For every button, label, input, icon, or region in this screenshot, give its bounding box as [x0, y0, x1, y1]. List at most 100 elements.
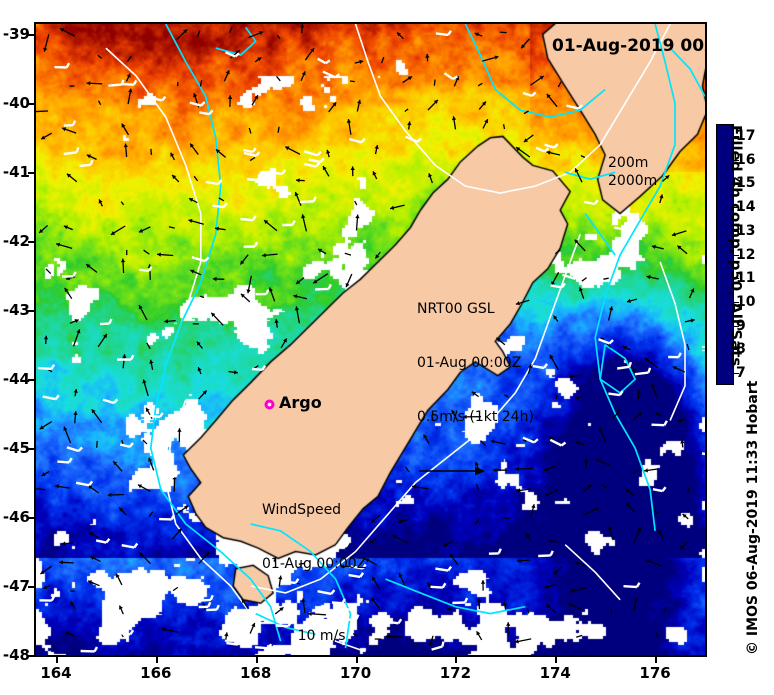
current-vector-arrow	[598, 427, 607, 443]
wind-barb	[248, 552, 264, 559]
wind-barb	[212, 202, 228, 209]
current-vector-arrow	[544, 489, 558, 496]
bathymetry-contour	[255, 612, 316, 636]
wind-barb	[405, 135, 422, 143]
current-vector-arrow	[85, 263, 98, 273]
current-vector-arrow	[544, 584, 556, 589]
current-vector-arrow	[603, 277, 609, 280]
current-vector-arrow	[138, 304, 148, 321]
bathymetry-contour	[594, 24, 676, 532]
current-vector-arrow	[42, 585, 51, 590]
copyright-notice: © IMOS 06-Aug-2019 11:33 Hobart	[745, 380, 761, 655]
wind-barb	[345, 614, 360, 622]
current-vector-arrow	[142, 379, 149, 397]
y-tick--47: -47	[2, 577, 30, 596]
y-tick--48: -48	[2, 646, 30, 664]
current-vector-arrow	[549, 354, 559, 371]
bathymetry-contour	[385, 578, 526, 615]
wind-barb	[198, 601, 212, 609]
wind-barb	[608, 390, 624, 397]
bathymetry-contour	[354, 24, 671, 194]
wind-barb	[206, 604, 220, 612]
current-vector-arrow	[276, 34, 281, 40]
current-vector-arrow	[307, 611, 326, 616]
colorbar-tick-mark	[734, 254, 739, 256]
current-vector-arrow	[576, 634, 583, 638]
current-vector-arrow	[523, 134, 534, 143]
current-vector-arrow	[679, 541, 688, 550]
current-vector-arrow	[138, 226, 151, 233]
argo-marker-icon[interactable]	[264, 399, 275, 410]
current-vector-arrow	[251, 94, 259, 106]
current-vector-arrow	[148, 457, 155, 471]
current-vector-arrow	[229, 26, 233, 33]
current-vector-arrow	[548, 539, 561, 544]
current-vector-arrow	[224, 632, 229, 640]
x-tick-170: 170	[339, 664, 372, 682]
current-vector-arrow	[530, 504, 536, 518]
current-vector-arrow	[350, 166, 355, 177]
wind-barb	[254, 643, 273, 650]
colorbar-title: Filled 4h comp, p50, All Sats	[727, 125, 745, 367]
current-vector-arrow	[411, 484, 429, 490]
current-vector-arrow	[177, 428, 182, 442]
current-vector-arrow	[189, 143, 199, 155]
wind-barb	[119, 442, 134, 448]
y-tick--46: -46	[2, 508, 30, 527]
map-overlay-vectors	[36, 24, 705, 653]
current-vector-arrow	[284, 146, 301, 155]
wind-barb	[452, 597, 469, 605]
current-vector-arrow	[646, 275, 659, 280]
x-tick-mark	[155, 657, 158, 663]
wind-barb	[226, 639, 242, 646]
current-vector-arrow	[263, 219, 278, 232]
map-plot-area[interactable]: 01-Aug-2019 00Z NRT00 GSL 01-Aug 00:00Z …	[34, 22, 707, 657]
current-vector-arrow	[575, 440, 585, 446]
colorbar-tick-mark	[734, 159, 739, 161]
bathymetry-contour	[149, 24, 282, 642]
current-vector-arrow	[212, 276, 225, 282]
current-vector-arrow	[625, 502, 636, 513]
current-vector-arrow	[190, 269, 202, 276]
wind-barb	[431, 641, 445, 651]
wind-barb	[668, 352, 682, 359]
current-vector-arrow	[295, 178, 305, 183]
current-vector-arrow	[246, 275, 253, 294]
current-vector-arrow	[87, 580, 100, 587]
current-vector-arrow	[41, 470, 50, 477]
current-vector-arrow	[304, 47, 315, 61]
wind-barb	[538, 550, 554, 558]
current-vector-arrow	[280, 338, 288, 349]
current-vector-arrow	[275, 75, 281, 82]
wind-barb	[255, 289, 270, 296]
current-vector-arrow	[61, 541, 74, 546]
colorbar	[716, 124, 734, 385]
wind-barb	[63, 147, 80, 156]
current-vector-arrow	[515, 146, 531, 158]
current-vector-arrow	[150, 148, 153, 155]
current-vector-arrow	[633, 598, 638, 611]
current-vector-arrow	[73, 411, 78, 424]
current-vector-arrow	[354, 200, 358, 206]
current-vector-arrow	[553, 566, 562, 576]
current-vector-arrow	[546, 93, 558, 108]
current-vector-arrow	[176, 28, 188, 40]
current-vector-arrow	[543, 465, 556, 472]
current-vector-arrow	[125, 73, 131, 82]
current-vector-arrow	[249, 156, 256, 162]
current-vector-arrow	[164, 319, 176, 324]
current-vector-arrow	[210, 312, 224, 326]
wind-barb	[243, 151, 261, 157]
wind-barb	[386, 618, 403, 625]
current-vector-arrow	[451, 409, 459, 422]
wind-barb	[259, 168, 274, 175]
current-vector-arrow	[40, 132, 53, 140]
wind-barb-icon	[320, 613, 341, 621]
current-vector-arrow	[175, 505, 189, 516]
y-tick-mark	[28, 448, 34, 451]
current-vector-arrow	[139, 551, 151, 565]
current-vector-arrow	[188, 218, 204, 225]
current-vector-arrow	[515, 466, 533, 472]
colorbar-tick-mark	[734, 325, 739, 327]
current-vector-arrow	[676, 245, 688, 255]
